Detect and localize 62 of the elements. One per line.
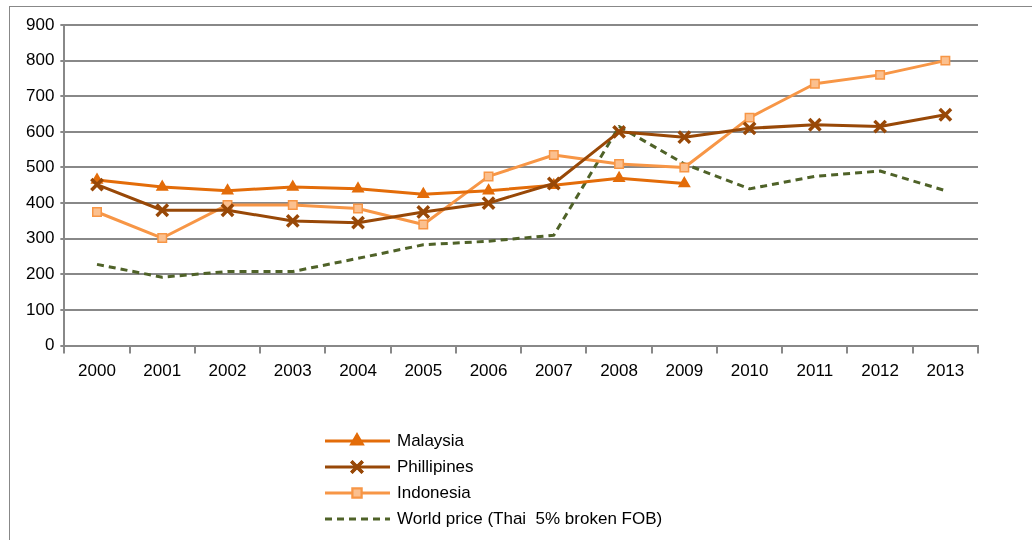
point (481, 195, 496, 211)
legend-label: Indonesia (397, 482, 472, 502)
x-tick-label: 2011 (796, 361, 834, 381)
x-tick-label: 2008 (600, 361, 638, 381)
x-tick-label: 2009 (665, 361, 704, 381)
x-tick-label: 2005 (404, 361, 443, 381)
point (742, 120, 757, 136)
point (872, 119, 888, 134)
y-tick-label: 700 (25, 85, 55, 105)
point (157, 233, 168, 244)
x-tick-label: 2007 (534, 361, 573, 381)
x-tick-label: 2000 (78, 361, 116, 381)
legend-label: Malaysia (397, 430, 465, 450)
point (89, 177, 105, 192)
point (350, 215, 366, 231)
x-tick-label: 2004 (339, 361, 377, 381)
point (676, 129, 692, 145)
point (418, 219, 429, 230)
point (287, 199, 298, 210)
legend-label: World price (Thai 5% broken FOB) (397, 508, 663, 528)
y-tick-label: 200 (25, 264, 55, 284)
point (678, 176, 691, 188)
point (744, 112, 755, 123)
point (285, 213, 301, 229)
x-tick-label: 2003 (273, 361, 312, 381)
x-tick-label: 2002 (208, 361, 247, 381)
y-tick-label: 400 (25, 192, 55, 212)
x-tick-label: 2012 (861, 361, 900, 381)
point (483, 171, 494, 182)
y-tick-label: 600 (25, 121, 55, 141)
point (482, 183, 495, 195)
point (286, 180, 299, 191)
point (875, 69, 886, 80)
point (548, 150, 559, 161)
point (614, 158, 625, 169)
x-tick-label: 2006 (469, 361, 508, 381)
point (352, 182, 364, 193)
point (154, 202, 170, 218)
y-tick-label: 900 (25, 14, 55, 34)
point (353, 203, 364, 214)
point (221, 183, 234, 195)
x-tick-label: 2010 (730, 361, 769, 381)
y-tick-label: 100 (25, 299, 55, 319)
y-tick-label: 500 (25, 157, 55, 177)
x-tick-label: 2001 (143, 361, 182, 381)
point (809, 78, 820, 89)
point (220, 202, 235, 218)
point (415, 204, 431, 220)
y-tick-label: 300 (25, 228, 55, 248)
point (611, 124, 627, 140)
point (679, 162, 690, 173)
legend-label: Phillipines (397, 456, 474, 476)
point (937, 107, 953, 123)
point (92, 207, 102, 218)
point (613, 171, 626, 182)
x-tick-label: 2013 (926, 361, 965, 381)
point (156, 180, 169, 191)
y-tick-label: 800 (25, 50, 55, 70)
point (417, 187, 430, 198)
y-tick-label: 0 (44, 335, 55, 355)
point (940, 55, 951, 66)
point (807, 117, 823, 133)
